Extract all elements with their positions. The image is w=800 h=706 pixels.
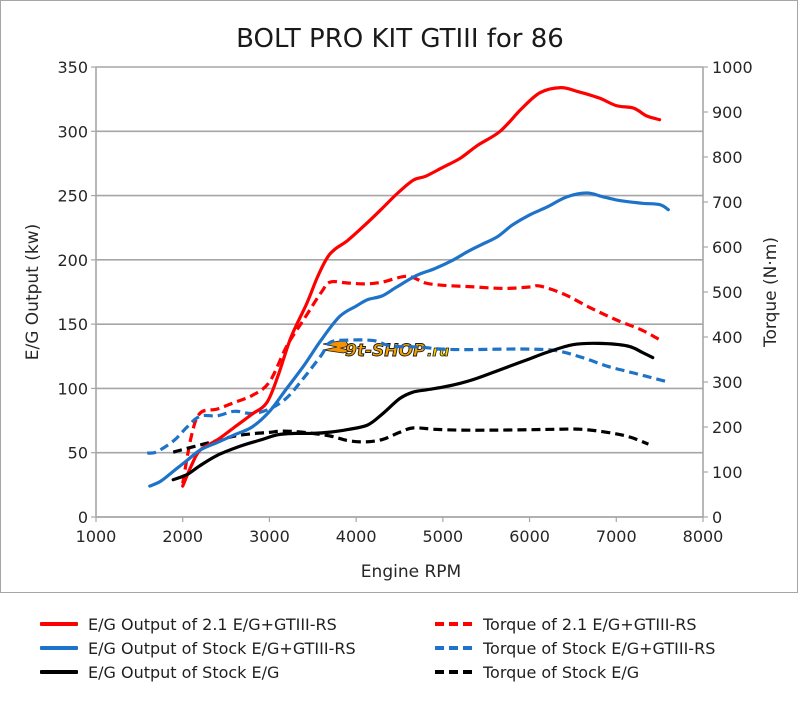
chart-frame: [0, 0, 798, 593]
x-tick-label: 2000: [162, 527, 203, 546]
legend-item: Torque of Stock E/G: [435, 660, 715, 684]
x-tick-label: 3000: [249, 527, 290, 546]
legend-label: Torque of Stock E/G: [483, 662, 640, 682]
y-tick-label: 100: [57, 379, 88, 398]
y-tick-label: 200: [57, 251, 88, 270]
y2-tick-label: 1000: [712, 58, 753, 77]
chart-title: BOLT PRO KIT GTIII for 86: [236, 24, 564, 54]
series-line-torque-3: [181, 274, 661, 484]
y-axis-ticks: 0 50 100 150 200 250 300 350: [57, 58, 96, 527]
y2-axis-ticks: 0 100 200 300 400 500 600 700 800 900 1000: [703, 58, 753, 527]
x-tick-label: 4000: [336, 527, 377, 546]
y-tick-label: 150: [57, 315, 88, 334]
x-tick-label: 7000: [596, 527, 637, 546]
legend-item: E/G Output of 2.1 E/G+GTIII-RS: [40, 612, 356, 636]
chart: BOLT PRO KIT GTIII for 86 1000 2000 3000 40…: [23, 24, 781, 582]
gt-shop-logo: 9t-SHOP .ru: [322, 339, 450, 361]
y2-tick-label: 500: [712, 283, 743, 302]
logo-text: 9t-SHOP: [345, 341, 426, 361]
logo-suffix: .ru: [427, 344, 449, 360]
legend-label: Torque of 2.1 E/G+GTIII-RS: [483, 614, 697, 634]
y2-axis-title: Torque (N·m): [761, 237, 781, 348]
y-axis-title: E/G Output (kw): [23, 224, 43, 361]
series-line-output-0: [181, 85, 662, 488]
x-axis-title: Engine RPM: [361, 562, 461, 582]
legend-item: E/G Output of Stock E/G: [40, 660, 356, 684]
legend-swatch-red-dash: [435, 622, 473, 626]
x-axis-ticks: 1000 2000 3000 4000 5000 6000 7000 8000: [76, 517, 724, 546]
x-tick-label: 8000: [683, 527, 724, 546]
y2-tick-label: 800: [712, 148, 743, 167]
y2-tick-label: 100: [712, 463, 743, 482]
legend-label: Torque of Stock E/G+GTIII-RS: [483, 638, 716, 658]
x-tick-label: 5000: [422, 527, 463, 546]
legend-label: E/G Output of Stock E/G: [88, 662, 280, 682]
series-line-output-1: [148, 191, 670, 488]
legend-swatch-blue-dash: [435, 646, 473, 650]
y2-tick-label: 300: [712, 373, 743, 392]
legend-item: E/G Output of Stock E/G+GTIII-RS: [40, 636, 356, 660]
y-tick-label: 250: [57, 187, 88, 206]
y-tick-label: 0: [78, 508, 88, 527]
y2-tick-label: 700: [712, 193, 743, 212]
y-tick-label: 350: [57, 58, 88, 77]
series-line-torque-4: [147, 338, 669, 455]
x-tick-label: 1000: [76, 527, 117, 546]
y2-tick-label: 600: [712, 238, 743, 257]
legend-swatch-black-solid: [40, 670, 78, 674]
y-tick-label: 50: [68, 444, 88, 463]
series-line-output-2: [171, 341, 655, 482]
series-lines: [147, 85, 670, 488]
legend-swatch-blue-solid: [40, 646, 78, 650]
legend-swatch-red-solid: [40, 622, 78, 626]
legend-label: E/G Output of 2.1 E/G+GTIII-RS: [88, 614, 337, 634]
legend-item: Torque of Stock E/G+GTIII-RS: [435, 636, 715, 660]
legend-swatch-black-dash: [435, 670, 473, 674]
legend-right: Torque of 2.1 E/G+GTIII-RS Torque of Sto…: [435, 612, 715, 684]
legend-label: E/G Output of Stock E/G+GTIII-RS: [88, 638, 356, 658]
gridlines: [96, 66, 703, 454]
y2-tick-label: 900: [712, 103, 743, 122]
legend-left: E/G Output of 2.1 E/G+GTIII-RS E/G Outpu…: [40, 612, 356, 684]
legend-item: Torque of 2.1 E/G+GTIII-RS: [435, 612, 715, 636]
y-tick-label: 300: [57, 122, 88, 141]
y2-tick-label: 400: [712, 328, 743, 347]
x-tick-label: 6000: [509, 527, 550, 546]
y2-tick-label: 0: [712, 508, 722, 527]
y2-tick-label: 200: [712, 418, 743, 437]
